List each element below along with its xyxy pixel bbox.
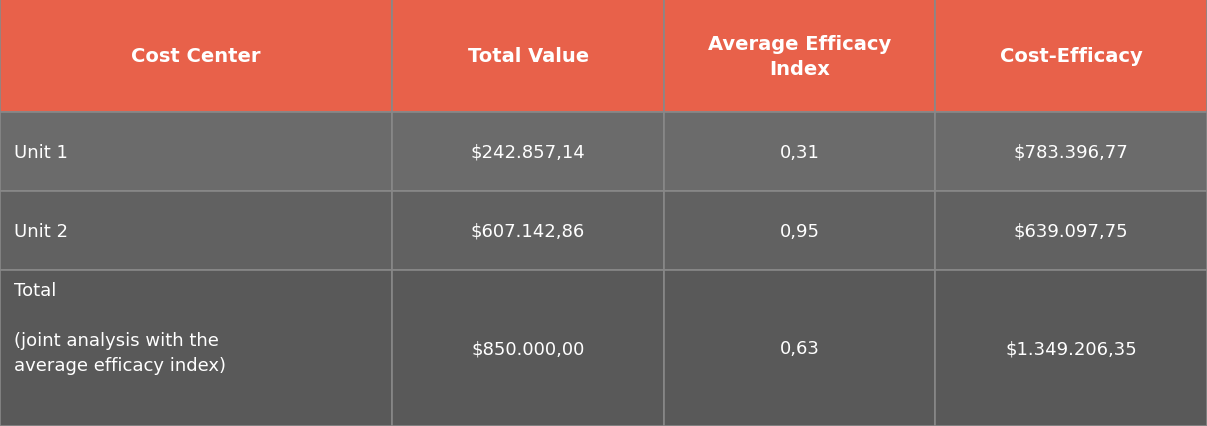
Text: $783.396,77: $783.396,77 xyxy=(1014,143,1129,161)
FancyBboxPatch shape xyxy=(392,0,664,113)
FancyBboxPatch shape xyxy=(0,271,392,426)
FancyBboxPatch shape xyxy=(0,192,392,271)
Text: $607.142,86: $607.142,86 xyxy=(471,222,585,240)
Text: Average Efficacy
Index: Average Efficacy Index xyxy=(709,35,891,78)
FancyBboxPatch shape xyxy=(392,192,664,271)
FancyBboxPatch shape xyxy=(392,113,664,192)
Text: Unit 2: Unit 2 xyxy=(14,222,69,240)
FancyBboxPatch shape xyxy=(935,271,1207,426)
Text: 0,95: 0,95 xyxy=(780,222,820,240)
Text: 0,31: 0,31 xyxy=(780,143,820,161)
FancyBboxPatch shape xyxy=(664,271,935,426)
Text: Cost-Efficacy: Cost-Efficacy xyxy=(999,47,1143,66)
FancyBboxPatch shape xyxy=(664,192,935,271)
FancyBboxPatch shape xyxy=(935,0,1207,113)
Text: Total

(joint analysis with the
average efficacy index): Total (joint analysis with the average e… xyxy=(14,281,227,374)
Text: Total Value: Total Value xyxy=(467,47,589,66)
Text: $639.097,75: $639.097,75 xyxy=(1014,222,1129,240)
Text: Cost Center: Cost Center xyxy=(132,47,261,66)
FancyBboxPatch shape xyxy=(664,113,935,192)
Text: Unit 1: Unit 1 xyxy=(14,143,69,161)
FancyBboxPatch shape xyxy=(664,0,935,113)
Text: $242.857,14: $242.857,14 xyxy=(471,143,585,161)
FancyBboxPatch shape xyxy=(935,192,1207,271)
FancyBboxPatch shape xyxy=(935,113,1207,192)
Text: $850.000,00: $850.000,00 xyxy=(472,339,584,357)
Text: $1.349.206,35: $1.349.206,35 xyxy=(1005,339,1137,357)
FancyBboxPatch shape xyxy=(0,113,392,192)
FancyBboxPatch shape xyxy=(0,0,392,113)
Text: 0,63: 0,63 xyxy=(780,339,820,357)
FancyBboxPatch shape xyxy=(392,271,664,426)
